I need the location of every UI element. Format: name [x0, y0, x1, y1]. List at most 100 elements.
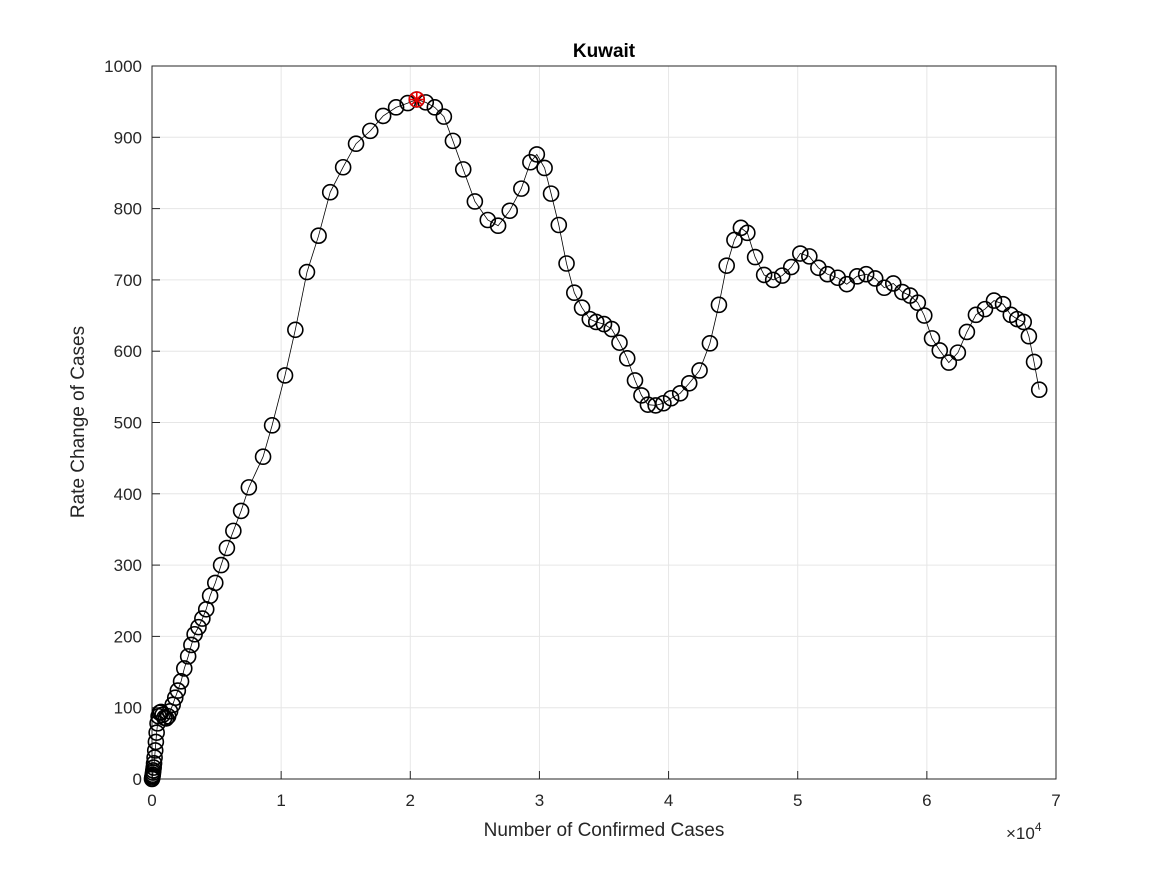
data-point	[212, 556, 230, 574]
data-point	[175, 660, 193, 677]
x-axis-label: Number of Confirmed Cases	[484, 820, 725, 841]
data-point	[387, 99, 405, 116]
data-point	[489, 217, 507, 235]
data-point	[374, 107, 392, 125]
y-tick-label: 200	[114, 627, 142, 646]
y-tick-label: 1000	[104, 57, 142, 76]
data-point	[254, 448, 272, 466]
data-point	[923, 330, 941, 347]
data-point	[417, 94, 435, 111]
data-point	[435, 108, 453, 125]
x-tick-label: 3	[535, 791, 544, 810]
data-point	[701, 335, 719, 352]
y-tick-label: 900	[114, 128, 142, 147]
data-point	[1030, 381, 1048, 399]
data-point	[1025, 353, 1043, 371]
data-point	[172, 673, 190, 690]
y-tick-label: 600	[114, 342, 142, 361]
data-point	[819, 265, 836, 283]
data-point	[321, 183, 339, 201]
data-point	[746, 248, 764, 266]
data-point	[618, 350, 636, 367]
x-ticks	[151, 771, 1057, 779]
data-point	[444, 132, 462, 150]
data-point	[857, 265, 875, 283]
y-ticks	[152, 65, 160, 780]
data-point	[958, 323, 976, 341]
data-point	[218, 539, 236, 557]
data-point	[146, 742, 164, 759]
data-point	[287, 321, 304, 339]
data-point	[528, 146, 546, 163]
data-point	[801, 248, 818, 265]
x-tick-label: 5	[793, 791, 802, 810]
data-point	[611, 334, 628, 351]
data-point	[573, 299, 591, 317]
data-point	[985, 292, 1003, 309]
data-point	[710, 296, 728, 314]
data-point	[164, 696, 181, 714]
data-point	[764, 271, 782, 289]
x-tick-label: 6	[922, 791, 931, 810]
data-point	[680, 374, 698, 392]
data-point	[334, 158, 352, 176]
data-point	[875, 279, 893, 297]
data-point	[206, 574, 224, 592]
peak-highlight-marker	[408, 91, 425, 108]
y-axis-label: Rate Change of Cases	[68, 326, 89, 518]
data-point	[565, 284, 583, 302]
data-point	[848, 268, 866, 285]
x-exponent-base: ×10	[1006, 824, 1035, 843]
data-point	[479, 211, 497, 229]
data-point	[194, 610, 211, 627]
data-point	[782, 258, 800, 276]
data-point	[550, 216, 568, 234]
data-point	[967, 306, 985, 324]
data-point	[466, 193, 484, 210]
data-point	[691, 362, 708, 379]
data-point	[949, 344, 967, 361]
y-tick-labels: 0 100 200 300 400 500 600 700 800 900 1000	[104, 57, 142, 789]
data-point	[426, 99, 444, 116]
data-point	[361, 122, 379, 140]
data-point	[603, 320, 621, 338]
data-point	[894, 283, 911, 301]
y-tick-label: 300	[114, 556, 142, 575]
x-tick-label: 7	[1051, 791, 1060, 810]
data-point	[829, 269, 847, 287]
data-point	[866, 270, 884, 287]
data-point	[633, 387, 650, 404]
data-point	[755, 266, 773, 284]
y-tick-label: 100	[114, 699, 142, 718]
data-point	[501, 202, 519, 220]
y-tick-label: 400	[114, 485, 142, 504]
data-point	[915, 307, 933, 324]
data-point	[587, 313, 605, 331]
y-gridlines	[152, 136, 1056, 709]
x-exponent-label: ×104	[1006, 820, 1042, 843]
data-point	[810, 259, 827, 277]
data-point	[536, 159, 553, 177]
highlight-asterisk	[408, 91, 425, 108]
y-tick-label: 700	[114, 271, 142, 290]
x-tick-label: 0	[147, 791, 156, 810]
data-point	[931, 342, 949, 359]
series-markers	[143, 91, 1048, 788]
data-point	[310, 227, 327, 244]
data-point	[940, 354, 958, 371]
data-point	[399, 94, 417, 112]
y-tick-label: 800	[114, 200, 142, 219]
data-point	[647, 397, 664, 414]
x-tick-label: 4	[664, 791, 673, 810]
x-tick-label: 1	[276, 791, 285, 810]
data-point	[169, 682, 187, 699]
data-point	[225, 522, 242, 540]
data-point	[671, 384, 689, 402]
data-point	[791, 245, 809, 262]
data-point	[542, 185, 560, 202]
data-point	[454, 161, 472, 178]
data-point	[347, 135, 365, 153]
chart-title: Kuwait	[573, 41, 636, 62]
data-point	[1015, 313, 1033, 331]
